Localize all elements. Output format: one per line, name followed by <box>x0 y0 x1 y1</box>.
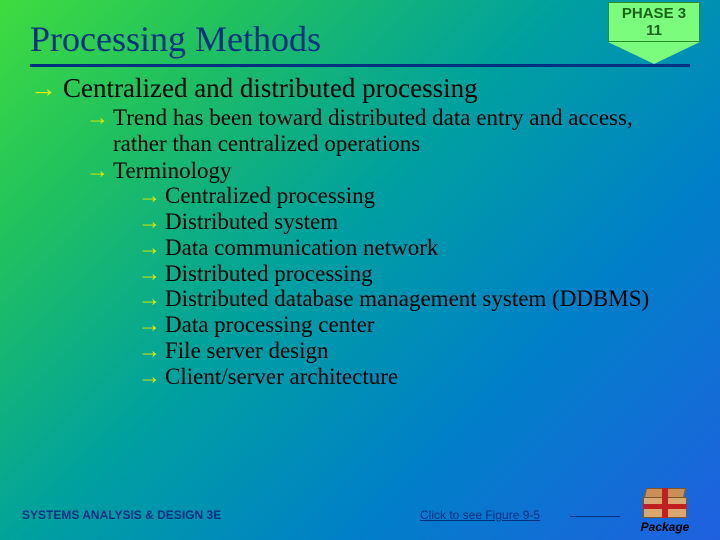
bullet-l3b-text: Distributed system <box>165 209 690 235</box>
page-title: Processing Methods <box>30 18 690 60</box>
phase-badge-line2: 11 <box>613 22 695 39</box>
package-icon[interactable]: Package <box>626 488 704 534</box>
bullet-l3: → Client/server architecture <box>138 364 690 390</box>
bullet-l2a-text: Trend has been toward distributed data e… <box>113 105 690 157</box>
arrow-icon: → <box>138 209 161 235</box>
bullet-l3: → Centralized processing <box>138 183 690 209</box>
bullet-l2b-text: Terminology <box>113 158 690 184</box>
arrow-icon: → <box>138 312 161 338</box>
bullet-l3e-text: Distributed database management system (… <box>165 286 690 312</box>
bullet-l3: → Distributed database management system… <box>138 286 690 312</box>
content: → Centralized and distributed processing… <box>30 73 690 389</box>
phase-badge-box: PHASE 3 11 <box>608 2 700 42</box>
title-underline <box>30 64 690 67</box>
arrow-icon: → <box>138 183 161 209</box>
arrow-icon: → <box>138 286 161 312</box>
arrow-icon: → <box>138 338 161 364</box>
bullet-l3g-text: File server design <box>165 338 690 364</box>
arrow-icon: → <box>138 261 161 287</box>
bullet-l3: → Distributed processing <box>138 261 690 287</box>
arrow-icon: → <box>138 235 161 261</box>
bullet-l3d-text: Distributed processing <box>165 261 690 287</box>
figure-link[interactable]: Click to see Figure 9-5 <box>420 508 540 522</box>
bullet-l3: → Data communication network <box>138 235 690 261</box>
bullet-l3: → File server design <box>138 338 690 364</box>
arrow-icon: → <box>138 364 161 390</box>
bullet-l2: → Trend has been toward distributed data… <box>86 105 690 157</box>
bullet-l3: → Distributed system <box>138 209 690 235</box>
phase-badge-arrow-icon <box>608 42 700 64</box>
slide: PHASE 3 11 Processing Methods → Centrali… <box>0 0 720 540</box>
bullet-l2: → Terminology <box>86 158 690 184</box>
package-label: Package <box>626 520 704 534</box>
bullet-l3f-text: Data processing center <box>165 312 690 338</box>
bullet-l1: → Centralized and distributed processing <box>30 73 690 104</box>
bullet-l3h-text: Client/server architecture <box>165 364 690 390</box>
footer-left: SYSTEMS ANALYSIS & DESIGN 3E <box>22 508 221 522</box>
arrow-icon: → <box>30 73 57 104</box>
bullet-l3: → Data processing center <box>138 312 690 338</box>
package-box-icon <box>643 488 687 518</box>
arrow-icon: → <box>86 105 109 131</box>
bullet-l1-text: Centralized and distributed processing <box>63 73 690 104</box>
phase-badge: PHASE 3 11 <box>608 2 700 64</box>
bullet-l3c-text: Data communication network <box>165 235 690 261</box>
arrow-icon: → <box>86 158 109 184</box>
phase-badge-line1: PHASE 3 <box>613 5 695 22</box>
figure-link-connector <box>570 516 620 517</box>
bullet-l3a-text: Centralized processing <box>165 183 690 209</box>
